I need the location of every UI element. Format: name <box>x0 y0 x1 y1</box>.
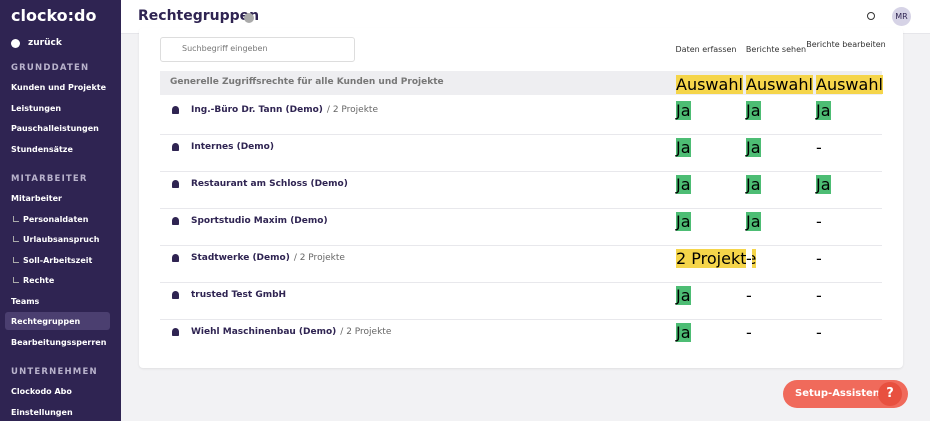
nav-indent-mark <box>13 277 19 283</box>
customer-name[interactable]: Restaurant am Schloss (Demo) <box>191 179 348 189</box>
select[interactable]: - <box>746 249 752 268</box>
select[interactable]: Ja <box>676 286 691 305</box>
back-icon[interactable] <box>11 39 20 48</box>
customer-icon <box>172 291 179 299</box>
column-header: Berichte sehen <box>745 45 807 54</box>
avatar[interactable]: MR <box>892 7 911 26</box>
customer-icon <box>172 328 179 336</box>
nav-item[interactable]: Urlaubsanspruch <box>23 235 100 244</box>
customer-name[interactable]: Stadtwerke (Demo)/ 2 Projekte <box>191 253 345 263</box>
nav-item[interactable]: Rechte <box>23 276 55 285</box>
column-header: Daten erfassen <box>675 45 737 54</box>
nav-indent-mark <box>13 236 19 242</box>
nav-item[interactable]: Leistungen <box>11 103 62 113</box>
customer-name[interactable]: Ing.-Büro Dr. Tann (Demo)/ 2 Projekte <box>191 105 378 115</box>
customer-icon <box>172 143 179 151</box>
search-box[interactable] <box>160 37 355 62</box>
nav-item[interactable]: Pauschalleistungen <box>11 124 99 133</box>
select[interactable]: - <box>746 323 752 342</box>
select[interactable]: Ja <box>676 138 691 157</box>
nav-section-title: MITARBEITER <box>11 174 88 184</box>
select[interactable]: Ja <box>746 175 761 194</box>
select[interactable]: Ja <box>676 323 691 342</box>
select[interactable]: Ja <box>746 101 761 120</box>
select[interactable]: - <box>816 138 822 157</box>
select[interactable]: Ja <box>676 175 691 194</box>
select[interactable]: Ja <box>676 101 691 120</box>
project-count[interactable]: / 2 Projekte <box>326 105 378 115</box>
page-title: Rechtegruppen <box>138 8 260 24</box>
select[interactable]: - <box>816 249 822 268</box>
customer-name[interactable]: Internes (Demo) <box>191 142 274 152</box>
nav-item[interactable]: Personaldaten <box>23 214 89 224</box>
customer-icon <box>172 254 179 262</box>
select[interactable]: - <box>816 212 822 231</box>
customer-name[interactable]: Wiehl Maschinenbau (Demo)/ 2 Projekte <box>191 327 392 337</box>
nav-item[interactable]: Bearbeitungssperren <box>11 337 107 347</box>
select[interactable]: Ja <box>816 175 831 194</box>
select[interactable]: Auswahl <box>676 75 743 94</box>
nav-item[interactable]: Soll-Arbeitszeit <box>23 255 93 265</box>
nav-section-title: GRUNDDATEN <box>11 63 90 73</box>
select[interactable]: Ja <box>816 101 831 120</box>
row-divider <box>160 171 882 172</box>
row-divider <box>160 319 882 320</box>
select[interactable]: Ja <box>746 212 761 231</box>
select[interactable]: Auswahl <box>746 75 813 94</box>
project-count[interactable]: / 2 Projekte <box>293 253 345 263</box>
select[interactable]: 2 Projekte <box>676 249 757 268</box>
nav-item[interactable]: Stundensätze <box>11 144 73 154</box>
nav-section-title: UNTERNEHMEN <box>11 367 98 377</box>
customer-icon <box>172 106 179 114</box>
back-link[interactable]: zurück <box>28 38 62 48</box>
nav-item[interactable]: Teams <box>11 296 40 306</box>
column-header: Berichte bearbeiten <box>806 40 886 49</box>
card: Suchbegriff eingeben Generelle Zugriffsr… <box>139 28 903 368</box>
info-icon[interactable] <box>244 13 254 23</box>
nav-item[interactable]: Kunden und Projekte <box>11 83 107 92</box>
assistant-label[interactable]: Setup-Assistent <box>795 388 885 399</box>
row-divider <box>160 208 882 209</box>
nav-active-bg <box>5 312 110 330</box>
nav-item[interactable]: Mitarbeiter <box>11 194 62 203</box>
row-divider <box>160 134 882 135</box>
row-divider <box>160 245 882 246</box>
select[interactable]: - <box>816 286 822 305</box>
nav-item[interactable]: Clockodo Abo <box>11 387 72 396</box>
search-placeholder[interactable]: Suchbegriff eingeben <box>182 44 268 53</box>
nav-indent-mark <box>13 256 19 263</box>
nav-item[interactable]: Rechtegruppen <box>11 317 81 326</box>
row-divider <box>160 282 882 283</box>
customer-icon <box>172 217 179 225</box>
search-icon[interactable] <box>867 12 875 20</box>
select[interactable]: Auswahl <box>816 75 883 94</box>
select[interactable]: Ja <box>676 212 691 231</box>
customer-name[interactable]: trusted Test GmbH <box>191 290 287 300</box>
help-button[interactable]: ? <box>878 382 902 406</box>
select[interactable]: - <box>746 286 752 305</box>
nav-indent-mark <box>13 215 19 222</box>
logo: clocko:do <box>11 6 97 25</box>
select[interactable]: - <box>816 323 822 342</box>
nav-item[interactable]: Einstellungen <box>11 407 73 417</box>
customer-icon <box>172 180 179 188</box>
project-count[interactable]: / 2 Projekte <box>340 327 392 337</box>
select[interactable]: Ja <box>746 138 761 157</box>
customer-name[interactable]: Sportstudio Maxim (Demo) <box>191 216 328 226</box>
general-label: Generelle Zugriffsrechte für alle Kunden… <box>170 77 444 87</box>
sidebar: clocko:do zurück GRUNDDATEN Kunden und Pr… <box>0 0 121 421</box>
